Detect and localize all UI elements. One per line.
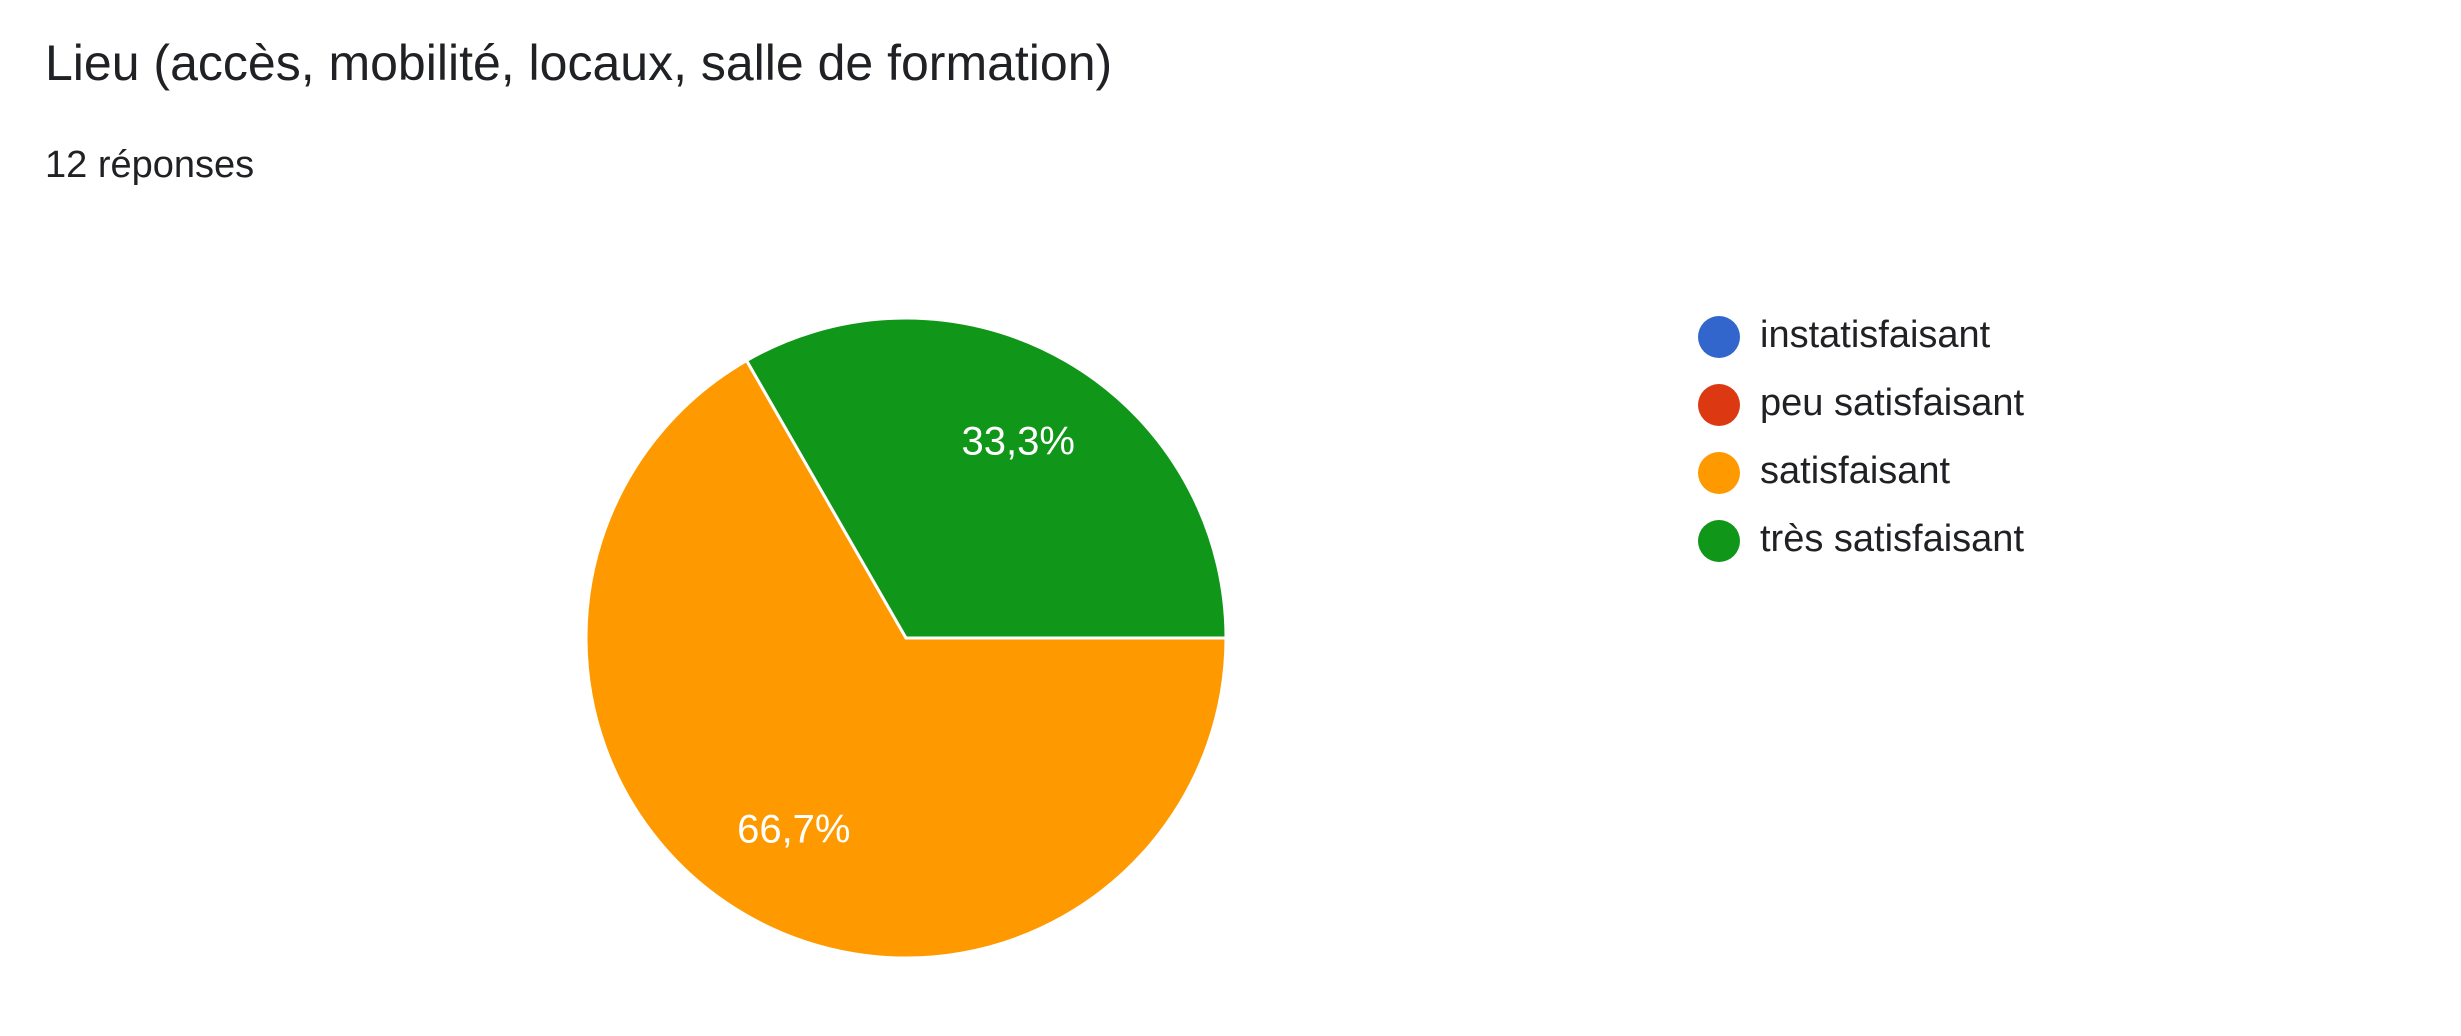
pie-slice	[744, 316, 1228, 640]
slice-label: 66,7%	[737, 807, 850, 851]
legend-label: très satisfaisant	[1760, 518, 2024, 560]
legend-marker	[1698, 384, 1740, 426]
pie-slice	[584, 358, 1228, 960]
legend-marker	[1698, 520, 1740, 562]
legend-marker	[1698, 452, 1740, 494]
chart-subtitle: 12 réponses	[45, 144, 254, 186]
chart-title: Lieu (accès, mobilité, locaux, salle de …	[45, 35, 1112, 91]
slice-label: 33,3%	[961, 420, 1074, 464]
legend-label: satisfaisant	[1760, 450, 1951, 492]
legend-marker	[1698, 316, 1740, 358]
legend-label: peu satisfaisant	[1760, 382, 2024, 424]
legend-label: instatisfaisant	[1760, 314, 1991, 356]
